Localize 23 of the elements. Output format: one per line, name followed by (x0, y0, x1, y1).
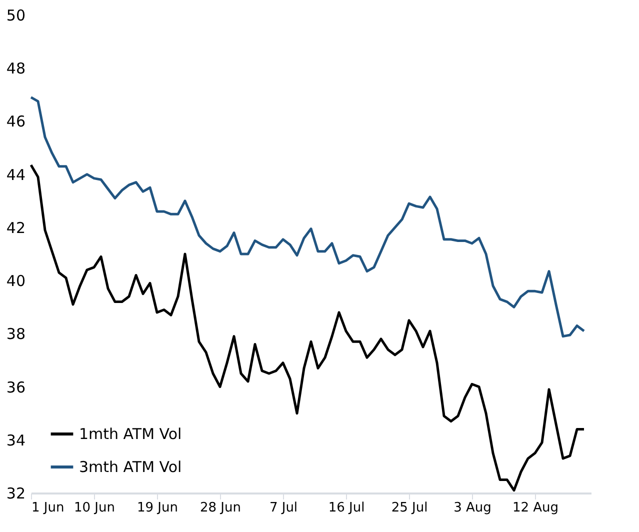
line-series (30, 164, 586, 492)
y-tick-label: 50 (6, 6, 26, 24)
y-tick-label: 48 (6, 60, 26, 78)
x-tick-label: 28 Jun (200, 500, 241, 516)
legend-label: 1mth ATM Vol (79, 425, 182, 443)
x-tick-label: 3 Aug (454, 500, 492, 516)
line-series (30, 96, 586, 338)
y-tick-label: 38 (6, 325, 26, 344)
y-tick-label: 34 (6, 431, 26, 450)
y-tick-label: 32 (6, 484, 26, 502)
y-tick-label: 44 (6, 166, 26, 184)
x-tick-label: 12 Aug (512, 500, 559, 516)
y-tick-label: 42 (6, 218, 26, 237)
x-tick-label: 7 Jul (269, 500, 298, 516)
x-tick-label: 10 Jun (74, 500, 115, 516)
y-tick-label: 46 (6, 112, 26, 131)
legend-label: 3mth ATM Vol (79, 458, 182, 476)
y-tick-label: 40 (6, 272, 26, 290)
y-tick-label: 36 (6, 378, 26, 396)
x-tick-label: 16 Jul (328, 500, 365, 516)
x-tick-label: 19 Jun (137, 500, 178, 516)
x-tick-label: 25 Jul (391, 500, 428, 516)
x-tick-label: 1 Jun (32, 500, 64, 516)
